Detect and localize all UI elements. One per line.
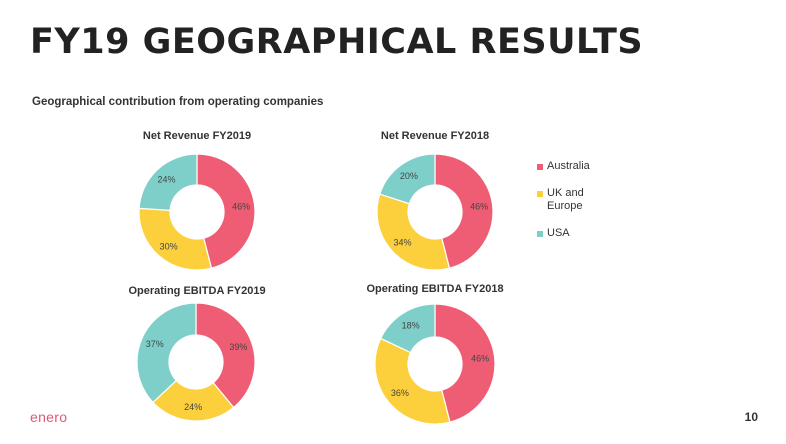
donut-slice-uk-and-europe (376, 193, 451, 271)
legend-item-uk-europe: UK and Europe (537, 187, 657, 213)
donut-slice-uk-and-europe (138, 207, 213, 271)
page-subtitle: Geographical contribution from operating… (32, 96, 324, 108)
donut-chart-net-revenue-fy2019: 46% 30% 24% (138, 153, 256, 271)
slice-value-label-uk-and-europe: 36% (391, 388, 409, 398)
enero-logo: enero (30, 409, 68, 425)
chart-title-net-revenue-fy2019: Net Revenue FY2019 (142, 130, 252, 142)
slice-value-label-australia: 46% (470, 201, 488, 211)
legend-swatch-usa (537, 231, 543, 237)
chart-legend: Australia UK and Europe USA (537, 160, 657, 254)
donut-slice-australia (196, 153, 256, 269)
legend-label: Australia (547, 160, 590, 172)
donut-slice-usa (379, 153, 436, 205)
slice-value-label-uk-and-europe: 24% (184, 402, 202, 412)
chart-title-operating-ebitda-fy2018: Operating EBITDA FY2018 (366, 283, 504, 295)
slice-value-label-usa: 24% (158, 175, 176, 185)
slice-value-label-usa: 20% (400, 171, 418, 181)
donut-slice-australia (195, 302, 256, 409)
page-title: FY19 GEOGRAPHICAL RESULTS (30, 22, 644, 62)
donut-slice-australia (434, 303, 496, 423)
slice-value-label-uk-and-europe: 30% (160, 241, 178, 251)
slice-value-label-usa: 37% (146, 339, 164, 349)
donut-chart-net-revenue-fy2018: 46% 34% 20% (376, 153, 494, 271)
chart-title-net-revenue-fy2018: Net Revenue FY2018 (380, 130, 490, 142)
donut-slice-uk-and-europe (374, 337, 451, 425)
donut-chart-operating-ebitda-fy2018: 46% 36% 18% (374, 303, 496, 425)
slice-value-label-australia: 46% (471, 353, 489, 363)
donut-chart-operating-ebitda-fy2019: 39% 24% 37% (136, 302, 256, 422)
legend-label: USA (547, 227, 570, 239)
slice-value-label-uk-and-europe: 34% (394, 237, 412, 247)
legend-item-usa: USA (537, 227, 657, 240)
donut-slice-australia (434, 153, 494, 269)
slice-value-label-australia: 46% (232, 201, 250, 211)
legend-swatch-australia (537, 164, 543, 170)
donut-slice-usa (136, 302, 197, 404)
page-number: 10 (744, 410, 758, 424)
slice-value-label-australia: 39% (229, 342, 247, 352)
slice-value-label-usa: 18% (402, 321, 420, 331)
chart-title-operating-ebitda-fy2019: Operating EBITDA FY2019 (128, 285, 266, 297)
legend-swatch-uk-europe (537, 191, 543, 197)
donut-slice-usa (138, 153, 198, 211)
legend-item-australia: Australia (537, 160, 657, 173)
donut-slice-usa (379, 303, 436, 354)
legend-label: UK and Europe (547, 187, 584, 212)
